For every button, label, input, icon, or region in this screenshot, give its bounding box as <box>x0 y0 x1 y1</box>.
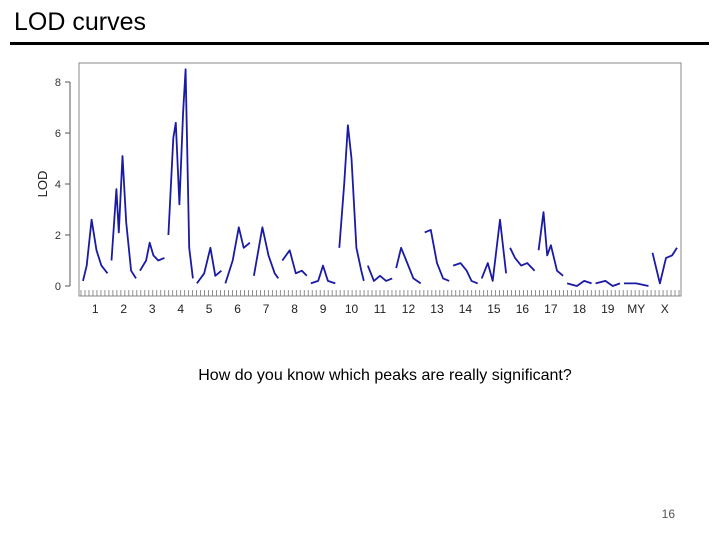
lod-curve-11 <box>366 265 393 282</box>
chromosome-label-6: 6 <box>234 302 241 316</box>
y-tick-label: 8 <box>55 77 61 89</box>
y-axis-label: LOD <box>35 171 50 198</box>
chromosome-label-1: 1 <box>92 302 99 316</box>
lod-curve-16 <box>509 247 536 272</box>
chromosome-label-10: 10 <box>345 302 359 316</box>
lod-curve-7 <box>253 226 280 279</box>
lod-curve-19 <box>595 280 621 287</box>
lod-curve-15 <box>480 218 507 282</box>
x-ticks <box>80 290 680 296</box>
chromosome-label-13: 13 <box>430 302 444 316</box>
chromosome-labels: 1 2 3 4 5 6 7 8 9 10 11 12 13 14 15 16 17 18 19 MY X <box>92 302 669 316</box>
caption: How do you know which peaks are really s… <box>198 367 572 384</box>
chromosome-label-9: 9 <box>320 302 327 316</box>
plot-frame <box>78 62 682 297</box>
lod-curve-X <box>651 247 678 285</box>
lod-curve-4 <box>167 68 194 279</box>
lod-curves <box>82 68 678 287</box>
chromosome-label-18: 18 <box>573 302 587 316</box>
lod-curve-1 <box>82 218 109 282</box>
chromosome-label-15: 15 <box>487 302 501 316</box>
chromosome-label-3: 3 <box>149 302 156 316</box>
y-tick-label: 4 <box>55 179 61 191</box>
chromosome-label-7: 7 <box>263 302 270 316</box>
lod-curve-9 <box>310 264 336 285</box>
lod-curve-18 <box>566 280 592 287</box>
slide-title: LOD curves <box>14 8 146 36</box>
chromosome-label-X: X <box>661 302 669 316</box>
chromosome-label-12: 12 <box>402 302 416 316</box>
chromosome-label-14: 14 <box>459 302 473 316</box>
lod-curve-12 <box>395 246 422 285</box>
lod-curve-6 <box>224 226 251 284</box>
chromosome-label-8: 8 <box>291 302 298 316</box>
chromosome-label-2: 2 <box>120 302 127 316</box>
chromosome-label-5: 5 <box>206 302 213 316</box>
chromosome-label-19: 19 <box>601 302 615 316</box>
y-tick-label: 6 <box>55 128 61 140</box>
title-rule <box>10 42 709 45</box>
lod-curve-8 <box>281 249 308 277</box>
lod-curve-14 <box>452 262 479 285</box>
lod-curve-17 <box>537 211 564 277</box>
y-axis: 0 2 4 6 8 <box>55 77 71 293</box>
chromosome-label-MY: MY <box>627 302 645 316</box>
lod-curve-10 <box>338 124 365 282</box>
chromosome-label-11: 11 <box>374 302 387 316</box>
lod-curve-3 <box>139 241 165 272</box>
lod-curve-MY <box>624 282 649 287</box>
lod-curve-13 <box>424 229 450 282</box>
lod-curve-5 <box>196 246 222 284</box>
page-number: 16 <box>661 507 675 521</box>
chromosome-label-4: 4 <box>177 302 184 316</box>
y-tick-label: 2 <box>55 230 61 242</box>
chromosome-label-17: 17 <box>544 302 558 316</box>
y-tick-label: 0 <box>55 281 61 293</box>
chromosome-label-16: 16 <box>516 302 530 316</box>
lod-curve-2 <box>110 155 137 279</box>
